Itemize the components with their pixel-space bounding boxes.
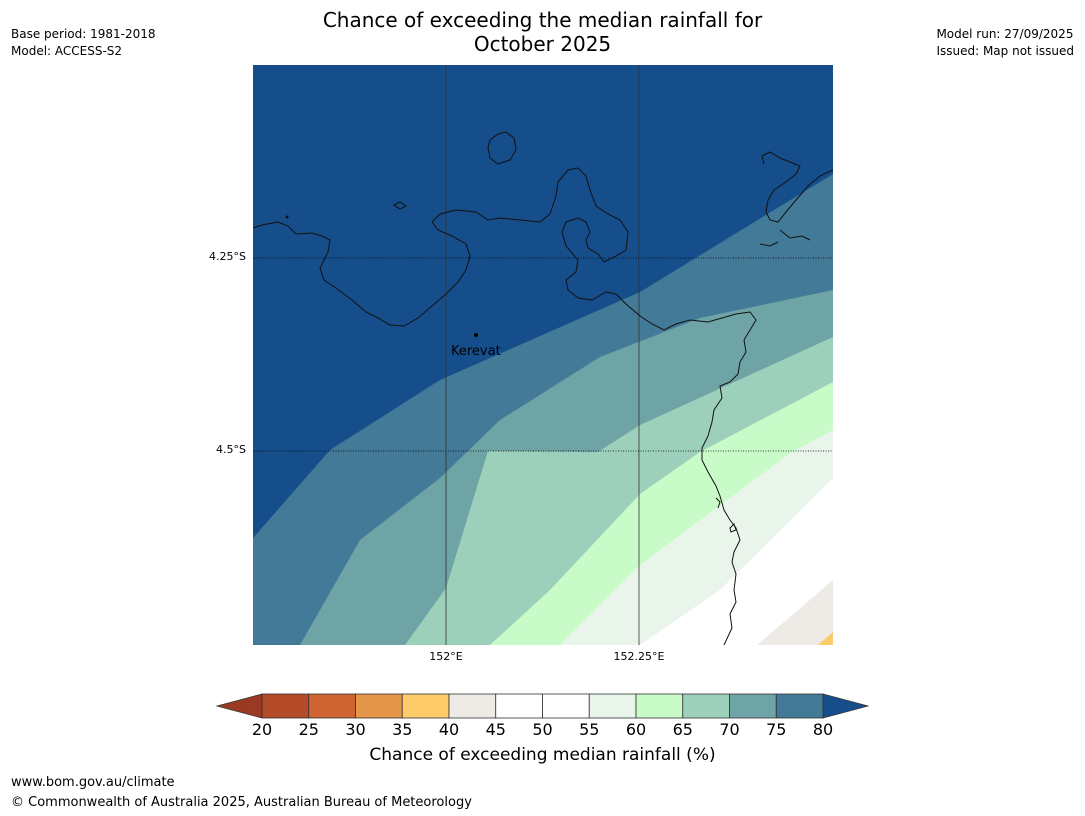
colorbar bbox=[215, 693, 870, 719]
island-north bbox=[487, 131, 517, 165]
colorbar-segment bbox=[729, 693, 777, 719]
colorbar-tick-label: 75 bbox=[766, 720, 787, 739]
coast-northeast bbox=[759, 151, 833, 247]
colorbar-tick-label: 45 bbox=[485, 720, 506, 739]
lat-label-4-5: 4.5°S bbox=[216, 443, 246, 456]
lat-label-4-25: 4.25°S bbox=[209, 250, 246, 263]
colorbar-segment bbox=[775, 693, 824, 719]
coast-islet-2 bbox=[715, 497, 721, 509]
colorbar-tick-label: 80 bbox=[812, 720, 834, 739]
colorbar-low-extend bbox=[215, 693, 263, 719]
band-35-40 bbox=[818, 632, 833, 645]
colorbar-tick-label: 60 bbox=[625, 720, 647, 739]
colorbar-segment bbox=[588, 693, 637, 719]
colorbar-tick-label: 70 bbox=[719, 720, 740, 739]
kerevat-marker bbox=[474, 333, 478, 337]
colorbar-segment bbox=[261, 693, 310, 719]
colorbar-segment bbox=[542, 693, 590, 719]
colorbar-segment bbox=[448, 693, 497, 719]
colorbar-segment bbox=[401, 693, 450, 719]
band-40-45 bbox=[757, 580, 833, 645]
lagoon-mark bbox=[729, 523, 737, 533]
rainfall-bands bbox=[253, 65, 833, 645]
colorbar-segment bbox=[355, 693, 403, 719]
colorbar-high-extend bbox=[822, 693, 870, 719]
title-line-1: Chance of exceeding the median rainfall … bbox=[322, 8, 763, 32]
meta-left: Base period: 1981-2018 Model: ACCESS-S2 bbox=[11, 26, 156, 60]
kerevat-label: Kerevat bbox=[451, 344, 501, 359]
colorbar-tick-label: 30 bbox=[345, 720, 366, 739]
meta-right: Model run: 27/09/2025 Issued: Map not is… bbox=[936, 26, 1074, 60]
colorbar-tick-label: 35 bbox=[392, 720, 413, 739]
colorbar-tick-label: 50 bbox=[532, 720, 553, 739]
footer-copyright: © Commonwealth of Australia 2025, Austra… bbox=[11, 795, 472, 810]
footer-url[interactable]: www.bom.gov.au/climate bbox=[11, 775, 175, 790]
lon-label-152-25: 152.25°E bbox=[613, 650, 665, 663]
map-title: Chance of exceeding the median rainfall … bbox=[0, 8, 1085, 56]
issued-status: Issued: Map not issued bbox=[936, 44, 1074, 58]
colorbar-segment bbox=[682, 693, 730, 719]
colorbar-segment bbox=[308, 693, 356, 719]
colorbar-segment bbox=[635, 693, 684, 719]
islet-small bbox=[393, 201, 407, 210]
coastline-main bbox=[253, 167, 757, 645]
base-period: Base period: 1981-2018 bbox=[11, 27, 156, 41]
lon-label-152: 152°E bbox=[429, 650, 463, 663]
colorbar-tick-label: 25 bbox=[298, 720, 319, 739]
coastline bbox=[253, 131, 833, 645]
colorbar-tick-label: 40 bbox=[438, 720, 460, 739]
colorbar-tick-label: 55 bbox=[579, 720, 600, 739]
graticule bbox=[253, 65, 833, 645]
model-name: Model: ACCESS-S2 bbox=[11, 44, 123, 58]
model-run: Model run: 27/09/2025 bbox=[936, 27, 1074, 41]
islet-dot bbox=[285, 215, 289, 219]
colorbar-tick-label: 65 bbox=[672, 720, 693, 739]
colorbar-segment bbox=[495, 693, 543, 719]
colorbar-tick-label: 20 bbox=[251, 720, 273, 739]
colorbar-label: Chance of exceeding median rainfall (%) bbox=[369, 745, 716, 765]
title-line-2: October 2025 bbox=[473, 32, 612, 56]
band-45-55 bbox=[640, 478, 833, 645]
